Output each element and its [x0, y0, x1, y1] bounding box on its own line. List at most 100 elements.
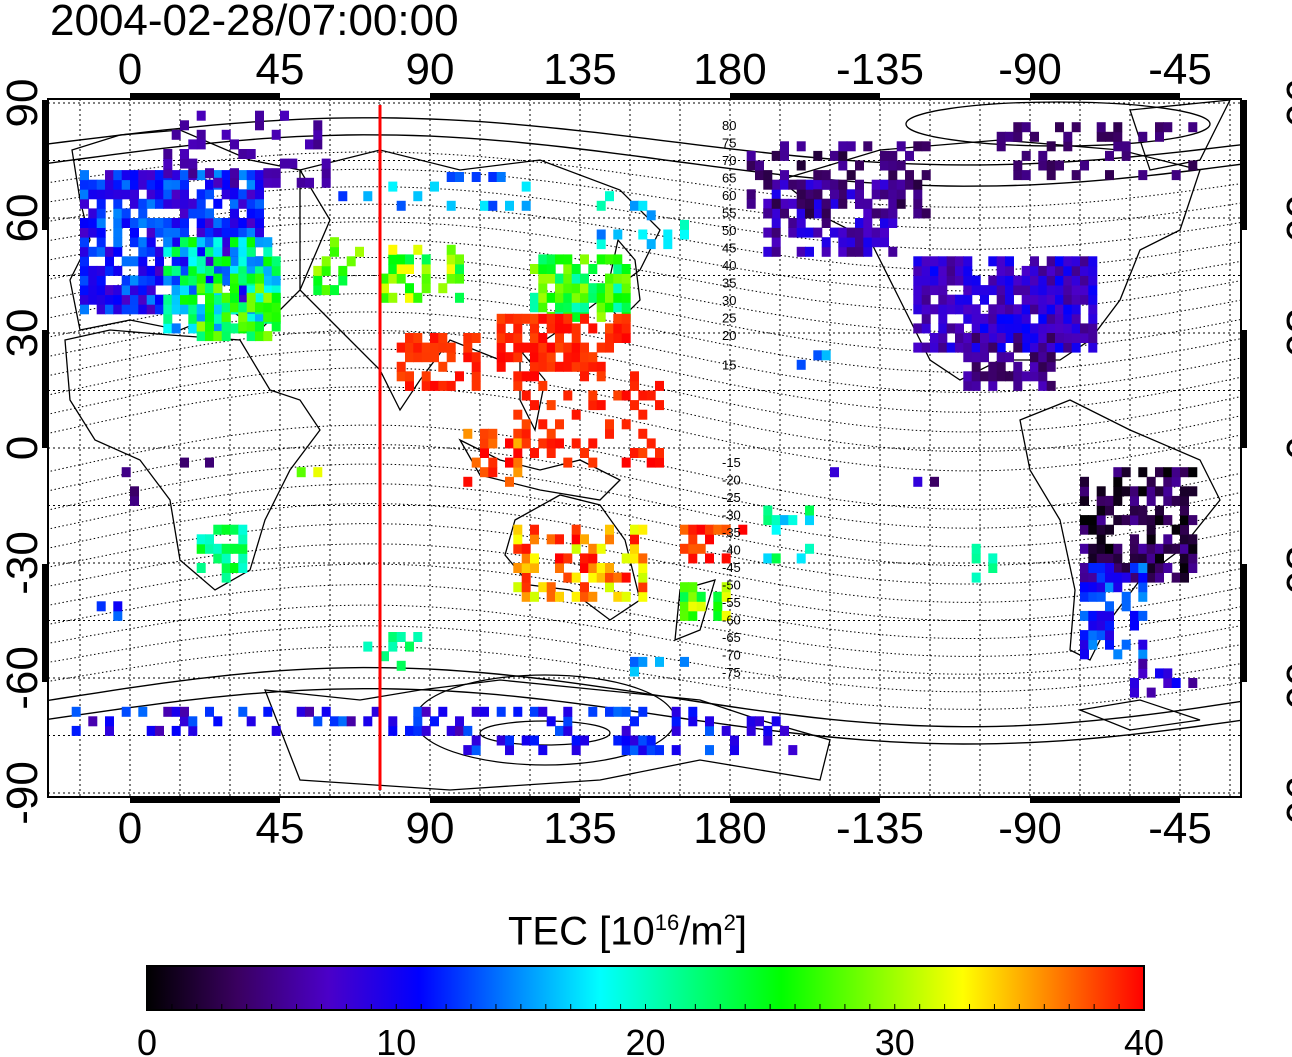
tec-block	[688, 553, 698, 564]
contour-label: 75	[722, 136, 736, 151]
tec-block	[521, 181, 531, 192]
lat-tick-left: 30	[0, 309, 47, 358]
tec-block	[563, 283, 573, 294]
tec-block	[621, 725, 631, 736]
tec-block	[563, 264, 573, 274]
tec-block	[796, 189, 806, 200]
tec-block	[538, 333, 548, 343]
axis-labels: 0 45 90 135 180 -135 -90 -450 45 90 135 180 -135 -90-…	[0, 45, 1292, 853]
tec-block	[196, 218, 206, 228]
tec-block	[480, 428, 489, 439]
tec-block	[513, 706, 523, 717]
tec-block	[1138, 639, 1148, 650]
tec-block	[1155, 505, 1164, 516]
tec-block	[546, 323, 556, 334]
tec-block	[1088, 515, 1098, 526]
tec-block	[1046, 294, 1056, 305]
tec-block	[621, 390, 631, 401]
tec-block	[1063, 304, 1073, 315]
contour-label: -25	[722, 490, 741, 505]
tec-block	[871, 179, 881, 190]
tec-block	[830, 227, 839, 238]
tec-block	[538, 283, 548, 294]
tec-block	[1021, 294, 1031, 305]
tec-block	[538, 582, 548, 593]
tec-block	[1180, 515, 1189, 526]
tec-block	[255, 198, 264, 209]
tec-block	[138, 237, 148, 248]
colorbar-tick-label: 40	[1124, 1022, 1164, 1057]
tec-block	[980, 333, 989, 343]
tec-block	[121, 208, 131, 219]
tec-block	[513, 563, 523, 573]
tec-block	[521, 371, 531, 382]
tec-block	[530, 534, 539, 545]
tec-block	[180, 189, 189, 200]
tec-block	[838, 237, 848, 248]
tec-block	[513, 380, 523, 391]
tec-block	[1096, 515, 1106, 526]
tec-block	[621, 323, 631, 334]
tec-block	[421, 725, 431, 736]
tec-block	[755, 170, 764, 181]
tec-block	[638, 591, 648, 602]
tec-block	[213, 237, 223, 248]
tec-block	[980, 342, 989, 353]
tec-block	[438, 706, 448, 717]
tec-block	[721, 524, 731, 535]
tec-block	[88, 208, 98, 219]
tec-block	[871, 237, 881, 248]
tec-block	[88, 716, 98, 727]
tec-block	[1096, 553, 1106, 564]
tec-block	[605, 191, 614, 202]
tec-block	[555, 563, 564, 573]
tec-block	[113, 208, 123, 219]
tec-block	[255, 331, 264, 342]
tec-block	[771, 179, 781, 190]
tec-block	[1155, 543, 1164, 554]
tec-block	[1038, 371, 1048, 382]
tec-block	[780, 141, 789, 152]
tec-block	[980, 323, 989, 334]
tec-block	[330, 285, 339, 296]
tec-block	[1013, 371, 1023, 382]
tec-block	[538, 292, 548, 303]
tec-block	[163, 246, 173, 257]
tec-block	[421, 352, 431, 363]
lon-tick-top: 180	[693, 45, 766, 94]
tec-block	[605, 302, 614, 313]
tec-block	[588, 292, 598, 303]
tec-block	[721, 553, 731, 564]
tec-block	[1146, 572, 1156, 583]
tec-block	[188, 716, 198, 727]
lat-tick-right: 60	[1277, 194, 1292, 243]
tec-block	[888, 179, 898, 190]
tec-block	[855, 246, 864, 257]
lat-tick-right: -90	[1277, 761, 1292, 825]
tec-block	[955, 323, 964, 334]
contour-label: -40	[722, 543, 741, 558]
tec-block	[146, 246, 156, 257]
tec-block	[588, 591, 598, 602]
tec-block	[321, 168, 331, 179]
tec-block	[163, 158, 173, 169]
tec-block	[1080, 543, 1089, 554]
tec-block	[230, 256, 239, 267]
tec-block	[1155, 563, 1164, 573]
tec-block	[563, 361, 573, 372]
tec-block	[1163, 534, 1173, 545]
tec-block	[521, 563, 531, 573]
tec-block	[1088, 563, 1098, 573]
tec-block	[430, 352, 439, 363]
tec-block	[971, 313, 981, 324]
tec-block	[446, 352, 456, 363]
tec-block	[205, 302, 214, 313]
tec-block	[513, 438, 523, 449]
tec-block	[563, 292, 573, 303]
tec-block	[1138, 610, 1148, 621]
tec-block	[1038, 150, 1048, 161]
tec-block	[255, 120, 264, 131]
tec-block	[563, 313, 573, 324]
tec-block	[96, 198, 106, 209]
tec-block	[638, 390, 648, 401]
